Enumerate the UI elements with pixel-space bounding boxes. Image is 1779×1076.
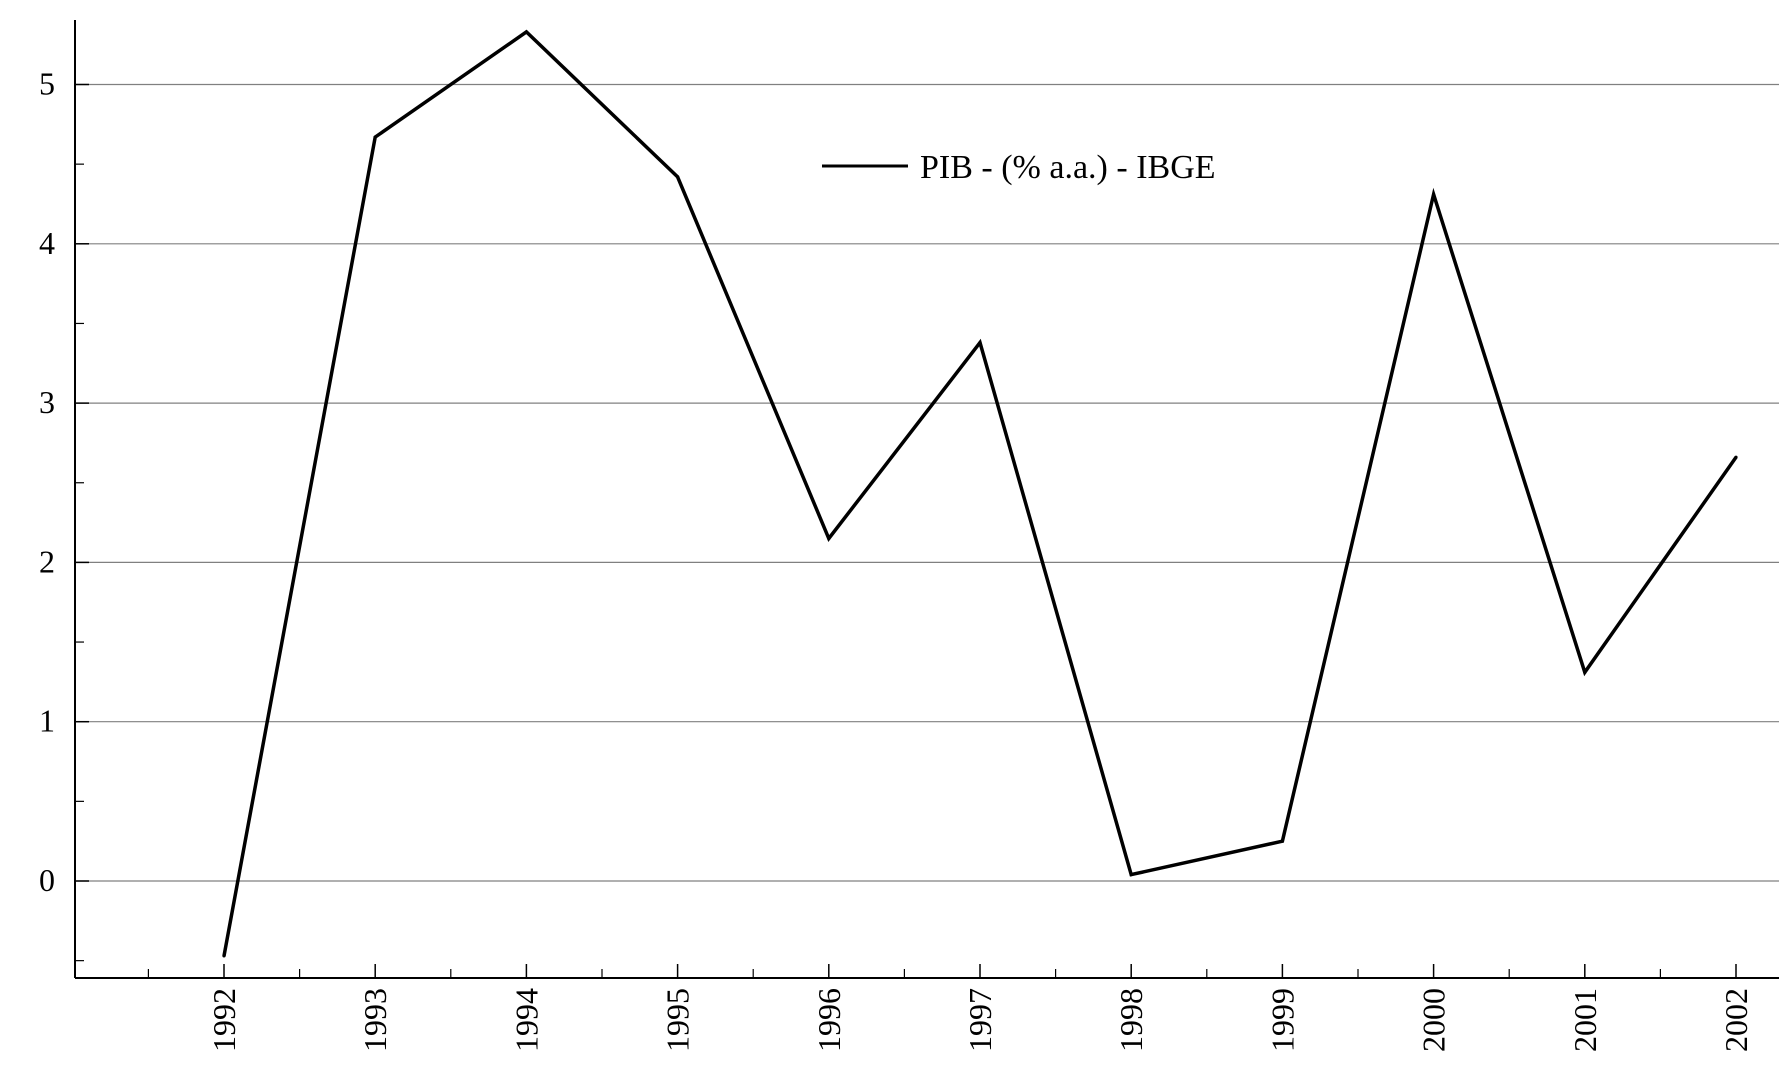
x-tick-label: 1994 [508,988,544,1052]
gridlines [75,83,1779,882]
x-tick-label: 1996 [811,988,847,1052]
data-point [1280,839,1284,843]
x-tick-label: 2002 [1718,988,1754,1052]
data-point [1734,455,1738,459]
data-point [373,135,377,139]
x-tick-label: 1995 [660,988,696,1052]
data-point [676,175,680,179]
x-tick-label: 1993 [357,988,393,1052]
axes: 0 1 2 3 4 5 1992 1993 1994 1995 1996 1997 1998 1999 20… [39,20,1779,1052]
data-point [1432,192,1436,197]
x-tick-label: 1997 [962,988,998,1052]
y-tick-label: 1 [39,703,55,739]
data-point [1583,670,1587,674]
x-tick-label: 1992 [206,988,242,1052]
x-tick-label: 1999 [1264,988,1300,1052]
x-tick-label: 2000 [1416,988,1452,1052]
legend-label: PIB - (% a.a.) - IBGE [920,149,1216,186]
data-point [978,340,982,345]
data-point [827,536,831,541]
x-tick-label: 1998 [1113,988,1149,1052]
legend: PIB - (% a.a.) - IBGE [822,149,1216,186]
y-tick-label: 2 [39,543,55,579]
y-tick-label: 5 [39,66,55,102]
y-tick-label: 3 [39,384,55,420]
series-layer [222,29,1738,958]
data-point [524,30,529,34]
x-tick-label: 2001 [1567,988,1603,1052]
y-tick-label: 4 [39,225,55,261]
data-point [222,954,226,958]
y-tick-label: 0 [39,862,55,898]
data-point [1129,873,1133,877]
